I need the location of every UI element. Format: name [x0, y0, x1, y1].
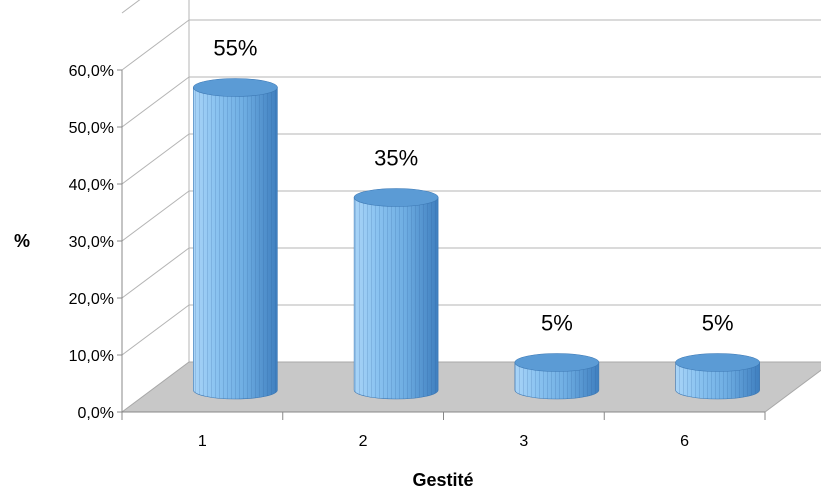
- y-tick-label: 20,0%: [69, 291, 114, 308]
- gridline-side: [121, 0, 141, 14]
- gridline-side: [121, 247, 190, 299]
- bar-texture: [193, 87, 278, 399]
- x-tick-label: 6: [680, 433, 689, 450]
- bar-1: [193, 78, 278, 400]
- gridline-side: [121, 76, 190, 128]
- y-tick-label: 60,0%: [69, 63, 114, 80]
- x-tick-label: 3: [519, 433, 528, 450]
- data-label: 55%: [213, 36, 257, 61]
- gridline-side: [121, 133, 190, 185]
- y-tick-label: 40,0%: [69, 177, 114, 194]
- x-axis-title: Gestité: [412, 470, 473, 490]
- bar-6: [675, 353, 760, 400]
- y-tick-label: 0,0%: [78, 405, 114, 422]
- bar-top-cap: [193, 78, 278, 97]
- bar-texture: [514, 362, 599, 399]
- x-tick-label: 2: [359, 433, 368, 450]
- bar-2: [353, 188, 439, 400]
- gridline-side: [121, 190, 190, 242]
- bar-top-cap: [514, 353, 600, 372]
- bar-texture: [675, 362, 760, 399]
- gridline-side: [121, 19, 190, 71]
- bar-texture: [354, 197, 439, 399]
- bar-top-cap: [675, 353, 760, 372]
- y-tick-label: 10,0%: [69, 348, 114, 365]
- y-tick-label: 50,0%: [69, 120, 114, 137]
- x-tick-label: 1: [198, 433, 207, 450]
- data-label: 35%: [374, 146, 418, 171]
- data-label: 5%: [702, 311, 734, 336]
- y-tick-label: 30,0%: [69, 234, 114, 251]
- bar-top-cap: [353, 188, 439, 207]
- data-label: 5%: [541, 311, 573, 336]
- bar-3: [514, 353, 600, 400]
- gridline-side: [121, 304, 190, 356]
- y-axis-title: %: [14, 231, 30, 251]
